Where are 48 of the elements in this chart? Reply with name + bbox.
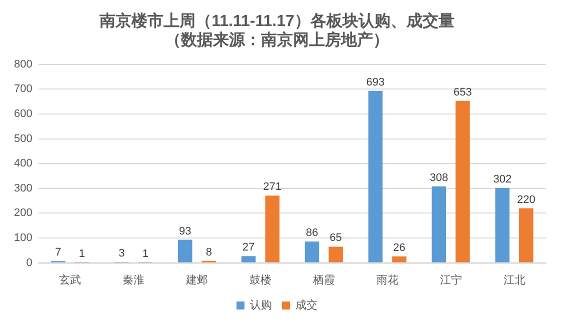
x-tick-label: 雨花 [376, 273, 398, 286]
data-label: 1 [78, 248, 86, 260]
data-label: 8 [206, 246, 212, 258]
y-tick-label: 100 [14, 232, 32, 244]
x-tick-label: 建邺 [184, 273, 208, 286]
data-label: 693 [366, 76, 385, 88]
bar [368, 90, 383, 262]
data-label: 1 [142, 248, 148, 260]
y-tick-label: 700 [14, 83, 32, 96]
bar [519, 208, 534, 262]
data-label: 271 [263, 181, 282, 194]
data-label: 27 [242, 242, 255, 254]
data-label: 308 [430, 172, 448, 184]
y-tick-label: 500 [14, 132, 32, 145]
data-label: 26 [393, 242, 406, 254]
data-label: 86 [306, 227, 318, 240]
bar [432, 186, 446, 262]
data-label: 65 [330, 232, 342, 244]
bar [456, 100, 470, 262]
data-label: 7 [55, 246, 62, 259]
chart-subtitle: （数据来源：南京网上房地产） [165, 30, 389, 50]
bar [178, 240, 192, 262]
x-tick-label: 江宁 [440, 273, 462, 286]
x-tick-label: 鼓楼 [249, 273, 272, 286]
y-tick-label: 400 [14, 158, 32, 170]
bar [265, 196, 280, 262]
bar [304, 241, 320, 262]
y-tick-label: 300 [14, 182, 32, 194]
x-tick-label: 秦淮 [122, 273, 145, 286]
data-label: 93 [178, 225, 192, 238]
data-label: 653 [454, 86, 472, 98]
bar [392, 256, 406, 262]
chart-title: 南京楼市上周（11.11-11.17）各板块认购、成交量 [98, 11, 454, 30]
bar [495, 188, 510, 262]
legend-label: 成交 [296, 298, 318, 312]
y-tick-label: 800 [14, 58, 32, 70]
y-tick-label: 0 [26, 256, 32, 269]
legend-label: 认购 [250, 300, 272, 312]
data-label: 3 [118, 248, 125, 260]
data-label: 220 [516, 194, 536, 206]
y-tick-label: 200 [14, 207, 32, 220]
x-tick-label: 江北 [503, 273, 526, 286]
x-tick-label: 玄武 [59, 273, 82, 286]
x-tick-label: 栖霞 [312, 274, 335, 286]
data-label: 302 [493, 173, 512, 186]
y-tick-label: 600 [14, 108, 32, 120]
bar [241, 256, 256, 262]
bar [328, 246, 343, 262]
